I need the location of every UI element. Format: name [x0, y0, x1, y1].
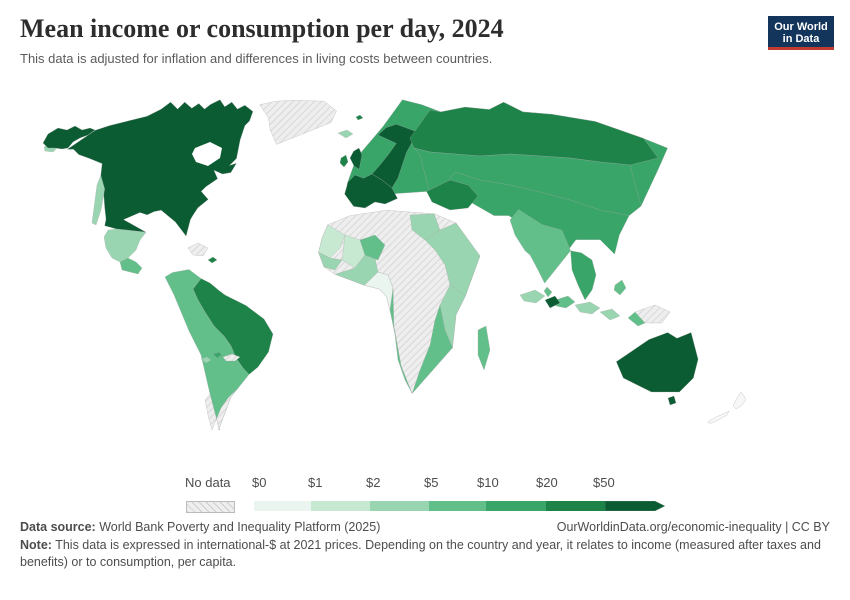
- svg-text:Our World: Our World: [774, 21, 828, 33]
- svg-text:in Data: in Data: [783, 33, 821, 45]
